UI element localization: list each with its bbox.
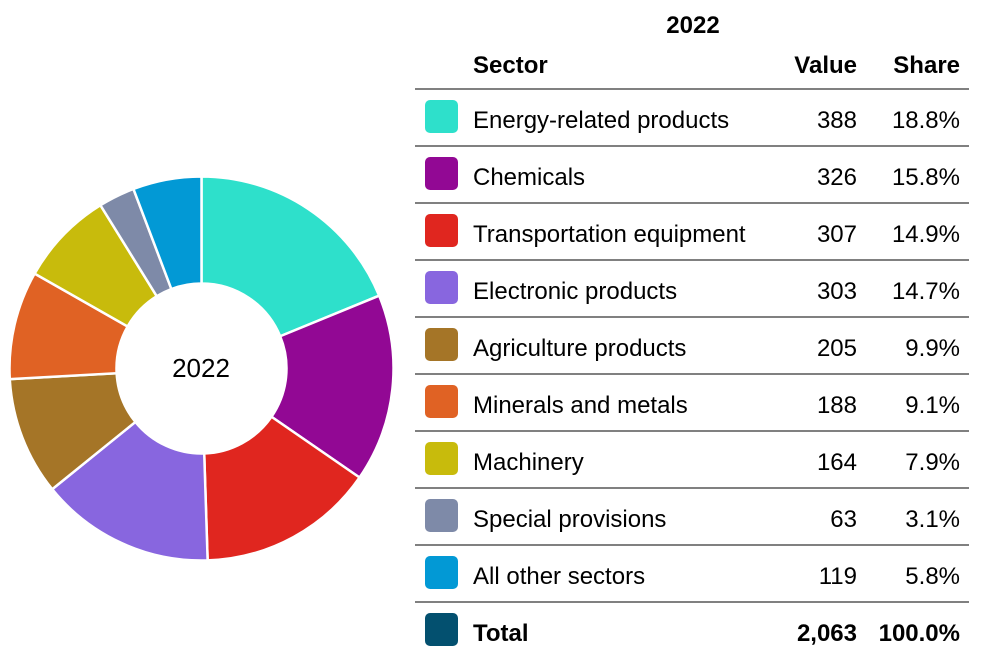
donut-slice-all-other-sectors[interactable] <box>131 175 203 291</box>
legend-swatch <box>425 271 458 304</box>
donut-slice-chemicals[interactable] <box>269 294 395 480</box>
donut-center-label: 2022 <box>172 353 230 383</box>
sector-value: 326 <box>816 164 857 191</box>
sector-label: Machinery <box>473 449 584 476</box>
sector-share: 9.9% <box>905 335 960 362</box>
sector-label: Electronic products <box>473 278 678 305</box>
sector-label: Agriculture products <box>473 335 687 362</box>
total-label: Total <box>473 620 529 647</box>
sector-share: 15.8% <box>891 164 960 191</box>
legend-swatch <box>425 100 458 133</box>
sector-share: 14.7% <box>891 278 960 305</box>
total-value: 2,063 <box>796 620 857 647</box>
donut-slice-energy-related-products[interactable] <box>200 175 381 338</box>
header-value: Value <box>794 52 857 79</box>
sector-value: 205 <box>816 335 857 362</box>
table-row: Chemicals 326 15.8% <box>415 147 969 204</box>
sector-value: 63 <box>830 506 857 533</box>
sector-value: 119 <box>818 563 857 590</box>
sector-share: 14.9% <box>891 221 960 248</box>
sector-label: Minerals and metals <box>473 392 688 419</box>
legend-swatch <box>425 499 458 532</box>
table-row: All other sectors 119 5.8% <box>415 546 969 603</box>
donut-slice-transportation-equipment[interactable] <box>202 415 362 562</box>
table-row: Minerals and metals 188 9.1% <box>415 375 969 432</box>
legend-swatch <box>425 442 458 475</box>
sector-label: Special provisions <box>473 506 667 533</box>
legend-swatch <box>425 328 458 361</box>
sector-share: 7.9% <box>905 449 960 476</box>
table-header: Sector Value Share <box>415 40 969 90</box>
sector-share: 3.1% <box>905 506 960 533</box>
sector-label: Transportation equipment <box>473 221 746 248</box>
legend-swatch <box>425 556 458 589</box>
legend-swatch <box>425 214 458 247</box>
table-row-total: Total 2,063 100.0% <box>415 603 969 658</box>
donut-chart: 2022 <box>8 175 395 562</box>
donut-slice-electronic-products[interactable] <box>50 420 209 562</box>
sector-value: 307 <box>816 221 857 248</box>
legend-swatch-total <box>425 613 458 646</box>
sector-label: All other sectors <box>473 563 646 590</box>
table-row: Special provisions 63 3.1% <box>415 489 969 546</box>
legend-swatch <box>425 157 458 190</box>
sector-value: 188 <box>816 392 857 419</box>
sector-share: 9.1% <box>905 392 960 419</box>
table-row: Machinery 164 7.9% <box>415 432 969 489</box>
sector-label: Energy-related products <box>473 107 730 134</box>
legend-swatch <box>425 385 458 418</box>
sector-value: 388 <box>816 107 857 134</box>
total-share: 100.0% <box>878 620 960 647</box>
table-row: Electronic products 303 14.7% <box>415 261 969 318</box>
header-sector: Sector <box>473 52 548 79</box>
sector-label: Chemicals <box>473 164 586 191</box>
sector-share: 5.8% <box>905 563 960 590</box>
table-row: Transportation equipment 307 14.9% <box>415 204 969 261</box>
header-share: Share <box>893 52 960 79</box>
sector-value: 303 <box>816 278 857 305</box>
table-row: Energy-related products 388 18.8% <box>415 90 969 147</box>
table-row: Agriculture products 205 9.9% <box>415 318 969 375</box>
sector-share: 18.8% <box>891 107 960 134</box>
sector-value: 164 <box>816 449 857 476</box>
table-title: 2022 <box>666 12 720 39</box>
legend-table: Sector Value Share Energy-related produc… <box>415 40 969 658</box>
